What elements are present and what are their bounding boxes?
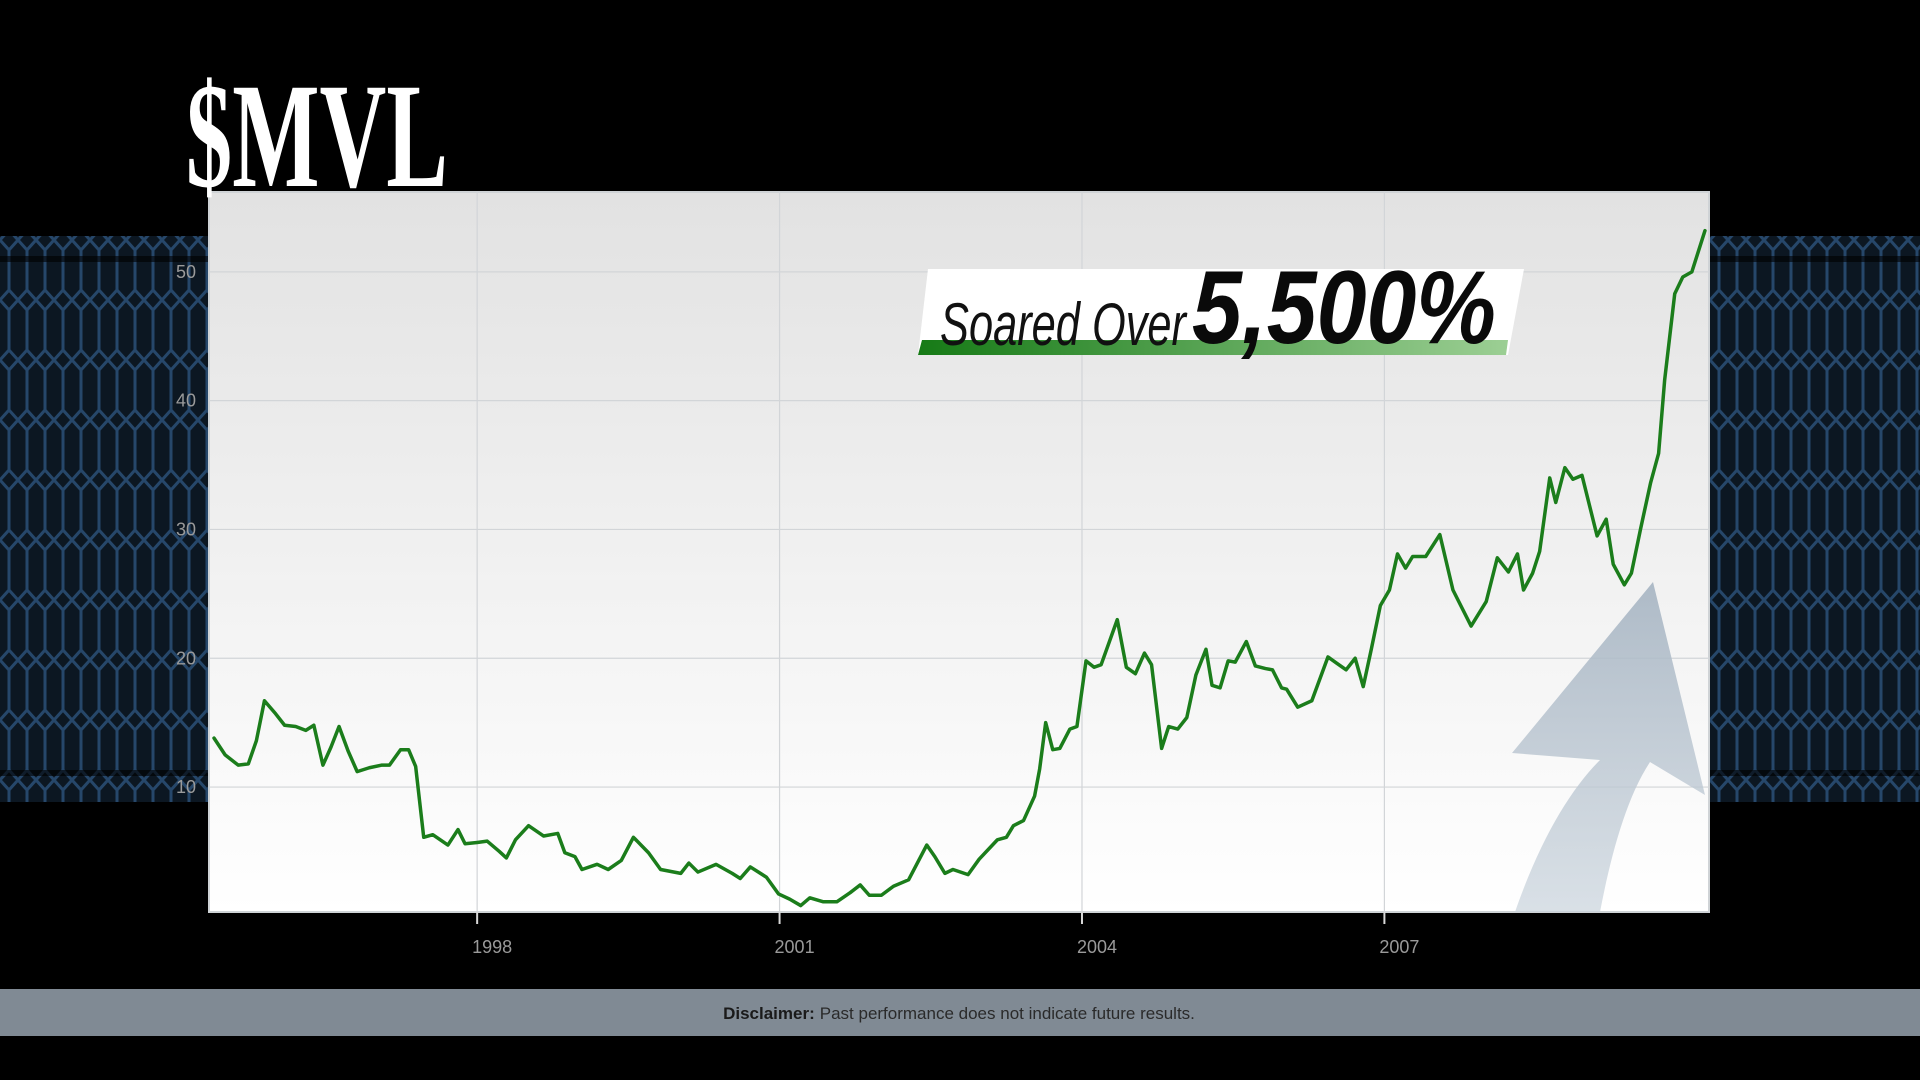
ticker-title: $MVL — [186, 53, 448, 219]
data — [212, 228, 1707, 908]
disclaimer-text: Past performance does not indicate futur… — [820, 1004, 1195, 1023]
annotation: Soared Over 5,500% — [918, 250, 1524, 366]
x-tick-label: 1998 — [472, 937, 512, 957]
x-tick-label: 2004 — [1077, 937, 1117, 957]
x-tick-label: 2001 — [775, 937, 815, 957]
y-tick-label: 40 — [176, 391, 196, 411]
annotation-lead: Soared Over — [940, 291, 1187, 358]
annotation-stripe — [918, 340, 1508, 355]
y-tick-label: 20 — [176, 648, 196, 668]
x-tick-label: 2007 — [1379, 937, 1419, 957]
grid — [209, 192, 1709, 912]
disclaimer-bar — [0, 989, 1920, 1036]
arrow-decoration — [1512, 582, 1705, 912]
disclaimer-label: Disclaimer: — [723, 1004, 815, 1023]
price-line — [212, 228, 1707, 908]
annotation-highlight: 5,500% — [1192, 250, 1496, 366]
y-tick-label: 30 — [176, 519, 196, 539]
y-tick-label: 10 — [176, 777, 196, 797]
annotation-box — [918, 269, 1524, 355]
y-tick-label: 50 — [176, 262, 196, 282]
